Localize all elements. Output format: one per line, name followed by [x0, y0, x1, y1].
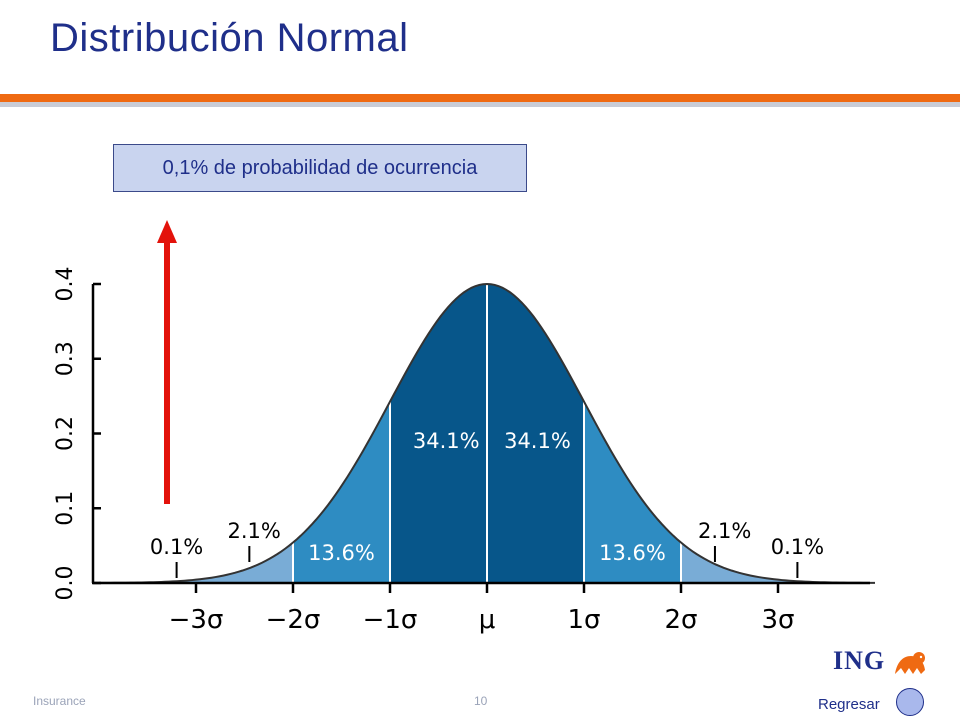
- title-underline-orange: [0, 94, 960, 102]
- band-5: [681, 542, 778, 583]
- page-number: 10: [474, 694, 488, 708]
- red-up-arrow: [157, 220, 177, 504]
- y-tick-label: 0.0: [53, 566, 78, 601]
- back-link-label[interactable]: Regresar: [818, 696, 880, 713]
- labels-layer: 2.1% 13.6% 34.1% 34.1% 13.6% 2.1% 0.1% 0.1%: [150, 429, 824, 578]
- x-tick-label: μ: [479, 605, 496, 635]
- y-tick-label: 0.1: [53, 491, 78, 526]
- band-label-4: 13.6%: [599, 541, 666, 565]
- x-tick-label: 2σ: [664, 605, 697, 635]
- band-label-1: 13.6%: [308, 541, 375, 565]
- tail-label-left: 0.1%: [150, 535, 203, 559]
- footer-section-label: Insurance: [33, 694, 86, 708]
- band-0: [196, 542, 293, 583]
- tail-label-right: 0.1%: [771, 535, 824, 559]
- band-label-0: 2.1%: [228, 519, 281, 543]
- logo-text: ING: [833, 646, 886, 675]
- y-tick-label: 0.3: [53, 341, 78, 376]
- ing-logo: ING: [833, 646, 929, 682]
- lion-icon: [895, 652, 925, 674]
- probability-callout-text: 0,1% de probabilidad de ocurrencia: [162, 156, 478, 179]
- x-tick-label: −2σ: [266, 605, 321, 635]
- axes-layer: 0.0 0.1 0.2 0.3 0.4 −3σ −2σ −1σ μ 1σ 2σ 3σ: [53, 267, 870, 635]
- y-tick-label: 0.4: [53, 267, 78, 302]
- page-title: Distribución Normal: [50, 16, 409, 60]
- x-tick-label: 3σ: [761, 605, 794, 635]
- dividers-layer: [292, 283, 682, 583]
- title-underline-grey: [0, 102, 960, 107]
- density-curve: [98, 282, 876, 584]
- x-tick-label: 1σ: [567, 605, 600, 635]
- probability-callout: 0,1% de probabilidad de ocurrencia: [113, 144, 527, 192]
- x-tick-label: −3σ: [169, 605, 224, 635]
- band-label-2: 34.1%: [413, 429, 480, 453]
- y-tick-label: 0.2: [53, 416, 78, 451]
- back-button[interactable]: [896, 688, 924, 716]
- band-label-5: 2.1%: [698, 519, 751, 543]
- band-label-3: 34.1%: [504, 429, 571, 453]
- x-tick-label: −1σ: [363, 605, 418, 635]
